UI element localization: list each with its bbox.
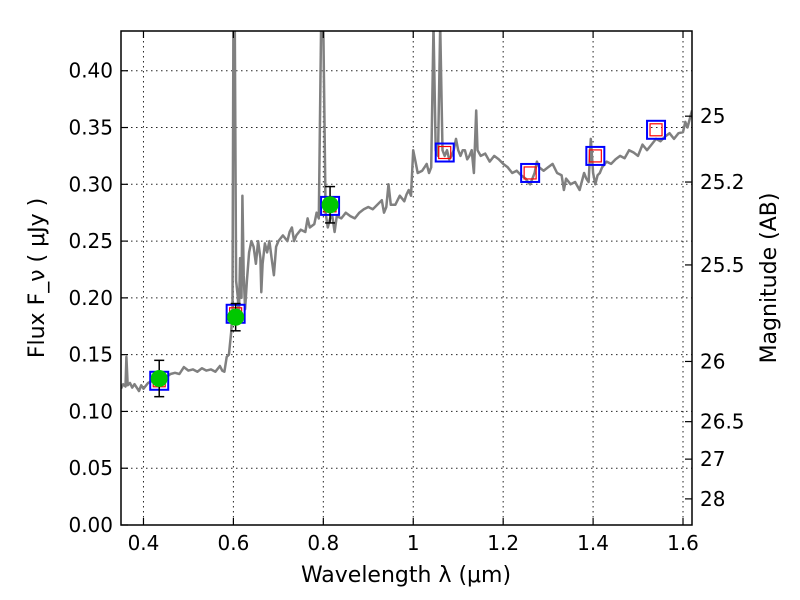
observed-point (150, 370, 168, 388)
observed-point (227, 308, 245, 326)
spectrum-layer (121, 31, 692, 393)
right-tick-label: 26 (700, 349, 725, 373)
model-points (149, 119, 667, 391)
spectrum-line (121, 31, 692, 393)
y-axis-left: 0.00 0.05 0.10 0.15 0.20 0.25 0.30 0.35 0.40 (68, 59, 128, 537)
right-tick-label: 27 (700, 447, 725, 471)
observed-point (321, 196, 339, 214)
model-point-box (646, 119, 667, 140)
x-tick-label: 1.4 (577, 531, 609, 555)
model-point-box (520, 162, 541, 183)
model-point-inner (523, 166, 537, 180)
x-tick-label: 0.6 (217, 531, 249, 555)
x-tick-label: 1.2 (487, 531, 519, 555)
x-tick-label: 0.8 (307, 531, 339, 555)
right-tick-label: 25.2 (700, 170, 745, 194)
plot-frame (120, 30, 693, 526)
y-axis-right-title: Magnitude (AB) (757, 193, 782, 364)
grid-lines (121, 31, 692, 526)
model-point-inner (649, 123, 663, 137)
y-tick-label: 0.35 (68, 116, 113, 140)
y-tick-label: 0.30 (68, 172, 113, 196)
x-tick-label: 1.6 (667, 531, 699, 555)
right-tick-label: 26.5 (700, 410, 745, 434)
right-tick-label: 28 (700, 487, 725, 511)
y-tick-label: 0.15 (68, 343, 113, 367)
x-tick-label: 0.4 (128, 531, 160, 555)
right-tick-label: 25.5 (700, 253, 745, 277)
model-point-box (585, 145, 606, 166)
y-tick-label: 0.10 (68, 399, 113, 423)
model-point-inner (438, 145, 452, 160)
y-tick-label: 0.05 (68, 456, 113, 480)
model-point-box (434, 142, 455, 163)
right-tick-label: 25 (700, 104, 725, 128)
y-tick-label: 0.00 (68, 513, 113, 537)
y-tick-label: 0.40 (68, 59, 113, 83)
observed-points (150, 185, 339, 398)
y-tick-label: 0.20 (68, 286, 113, 310)
y-tick-label: 0.25 (68, 229, 113, 253)
x-axis-title: Wavelength λ (μm) (301, 563, 511, 588)
x-axis: 0.4 0.6 0.8 1 1.2 1.4 1.6 (128, 31, 699, 555)
x-tick-label: 1 (407, 531, 420, 555)
model-point-inner (588, 149, 602, 163)
y-axis-right: 25 25.2 25.5 26 26.5 27 28 (685, 104, 745, 511)
y-axis-title: Flux F_ν ( μJy ) (25, 198, 50, 358)
